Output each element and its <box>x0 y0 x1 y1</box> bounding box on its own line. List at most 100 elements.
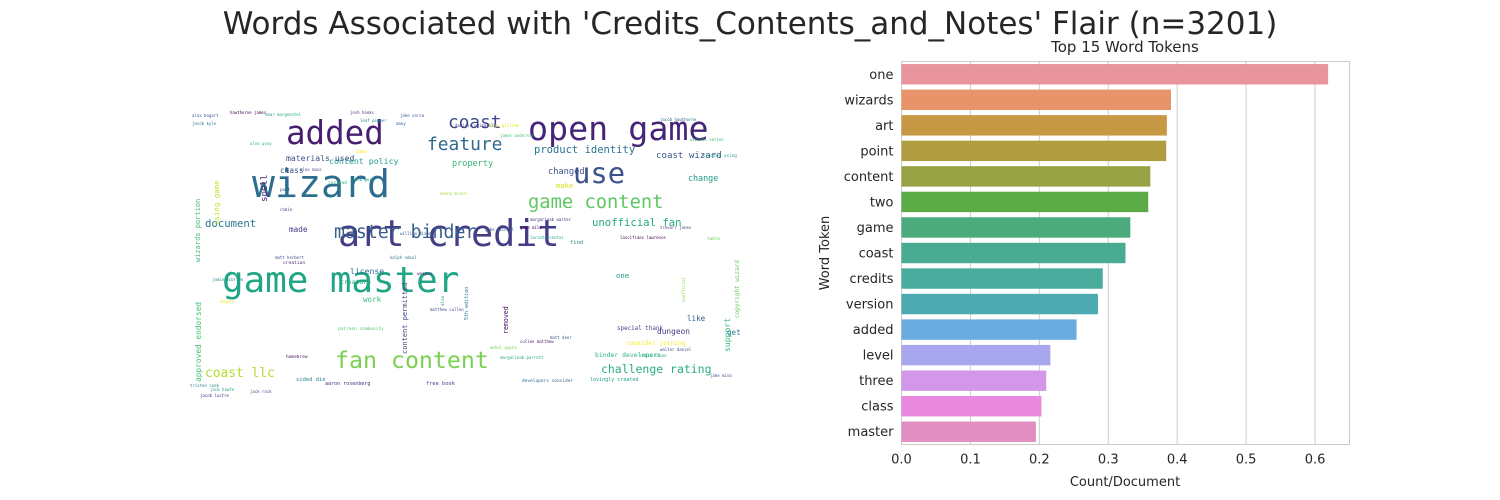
word-cloud-filler-word: jacob gore <box>350 177 375 182</box>
word-cloud-filler-word: jacob hawthorne <box>660 117 697 122</box>
word-cloud-word: free book <box>426 381 455 387</box>
word-cloud-word: instead <box>328 181 347 186</box>
word-cloud-filler-word: josh hooks <box>350 110 375 115</box>
word-cloud-word: content policy <box>329 156 399 166</box>
category-label: content <box>844 170 894 185</box>
word-cloud-word: make <box>556 181 574 190</box>
word-cloud-word: class <box>280 166 304 175</box>
category-label: level <box>863 349 894 364</box>
word-cloud-word: wizard <box>252 163 391 207</box>
category-label: added <box>853 323 894 338</box>
word-cloud-word: weapon <box>417 271 433 276</box>
word-cloud-word: property <box>452 159 494 169</box>
word-cloud-filler-word: gabe mile <box>520 225 542 230</box>
word-cloud-word: sided die <box>296 377 326 383</box>
word-cloud-word: master binder <box>334 222 477 243</box>
word-cloud-filler-word: jake vorsa <box>400 113 425 118</box>
word-cloud-word: part <box>280 187 291 192</box>
word-cloud-filler-word: wizards series <box>690 137 724 142</box>
word-cloud-word: game master <box>222 260 460 301</box>
word-cloud-word: added <box>286 114 384 152</box>
word-cloud-word: consider joining <box>626 340 686 347</box>
word-cloud-word: get <box>727 328 741 337</box>
word-cloud-word: feature <box>427 134 503 155</box>
word-cloud-word: open game <box>528 109 709 148</box>
bar-version <box>901 293 1098 315</box>
word-cloud-filler-word: jacob kyle <box>192 121 217 126</box>
x-tick-label: 0.0 <box>891 453 912 468</box>
x-tick-label: 0.4 <box>1167 453 1188 468</box>
category-label: credits <box>850 272 894 287</box>
word-cloud-filler-word: tristen cook <box>190 383 219 388</box>
word-cloud: art credit game master wizard open game adde… <box>190 108 750 398</box>
y-axis-label: Word Token <box>818 216 833 291</box>
bar-point <box>901 140 1167 162</box>
word-cloud-filler-word: matthew cullen <box>430 307 464 312</box>
word-cloud-word: many <box>396 121 406 126</box>
category-label: game <box>857 221 894 236</box>
word-cloud-word: product identity <box>534 144 636 156</box>
word-cloud-word: art credit <box>338 212 560 255</box>
x-tick-label: 0.5 <box>1236 453 1257 468</box>
word-cloud-filler-word: trevorr jones <box>660 225 692 230</box>
word-cloud-filler-word: matt deer <box>550 335 572 340</box>
word-cloud-word: creation <box>283 261 306 266</box>
category-label: wizards <box>844 93 893 108</box>
category-label: master <box>848 425 894 440</box>
word-cloud-word: use <box>573 156 626 190</box>
word-cloud-word: license <box>350 266 385 276</box>
word-cloud-filler-word: laroche santos <box>530 235 564 240</box>
word-cloud-filler-word: margarinab waiter <box>530 217 571 222</box>
bar-credits <box>901 268 1103 289</box>
word-cloud-word: table <box>707 237 721 242</box>
word-cloud-filler-word: james <box>355 149 368 154</box>
bar-level <box>901 344 1051 366</box>
word-cloud-filler-word: omar morgenstel <box>265 112 302 117</box>
word-cloud-filler-word: robin stone <box>640 353 667 358</box>
category-label: one <box>869 68 893 83</box>
word-cloud-filler-word: mehul gupta <box>490 345 517 350</box>
word-cloud-filler-word: cullen matthew <box>520 339 554 344</box>
word-cloud-filler-word: robin <box>280 207 293 212</box>
word-cloud-filler-word: jack rock <box>250 389 272 394</box>
bar-two <box>901 191 1149 213</box>
word-cloud-word: find <box>570 240 584 246</box>
word-cloud-filler-word: gabe michael <box>485 227 514 232</box>
bar-game <box>901 217 1131 238</box>
word-cloud-filler-word: william dixon <box>400 231 432 236</box>
word-cloud-filler-word: danny brain <box>440 191 467 196</box>
word-cloud-word: created using <box>703 154 737 159</box>
bar-class <box>901 395 1042 417</box>
x-tick-label: 0.2 <box>1029 453 1050 468</box>
word-cloud-word: challenge rating <box>601 362 712 376</box>
word-cloud-filler-word: james anderson <box>500 133 534 138</box>
word-cloud-filler-word: matt herbert <box>275 255 304 260</box>
word-cloud-word: changed <box>548 167 585 177</box>
bar-content <box>901 166 1151 187</box>
word-cloud-filler-word: jack hawfe <box>210 387 235 392</box>
category-label: two <box>870 195 894 210</box>
bar-added <box>901 319 1077 340</box>
word-cloud-filler-word: leaf pepper <box>360 118 387 123</box>
bar-one <box>901 64 1329 85</box>
word-cloud-word: game content <box>528 192 664 213</box>
word-cloud-filler-word: alex poxy <box>250 141 272 146</box>
x-tick-label: 0.1 <box>960 453 981 468</box>
word-cloud-word: lovingly created <box>590 377 639 383</box>
word-cloud-word: special thank <box>617 326 663 332</box>
word-cloud-word: developers consider <box>522 379 574 384</box>
chart-title: Top 15 Word Tokens <box>1050 38 1199 56</box>
word-cloud-filler-word: kegore <box>220 299 235 304</box>
word-cloud-filler-word: jake mina <box>710 373 732 378</box>
word-cloud-filler-word: daniels primarily <box>455 123 496 128</box>
word-cloud-word: coast wizard <box>656 151 722 161</box>
category-label: class <box>861 400 893 415</box>
word-cloud-word: like <box>687 314 706 323</box>
word-cloud-filler-word: walter daniel <box>660 347 692 352</box>
x-tick-label: 0.6 <box>1305 453 1326 468</box>
x-tick-label: 0.3 <box>1098 453 1119 468</box>
word-cloud-word: homebrew <box>286 355 308 360</box>
word-cloud-filler-word: jamie mcbride <box>212 277 244 282</box>
category-label: art <box>875 119 893 134</box>
word-cloud-filler-word: alex mace <box>300 167 322 172</box>
